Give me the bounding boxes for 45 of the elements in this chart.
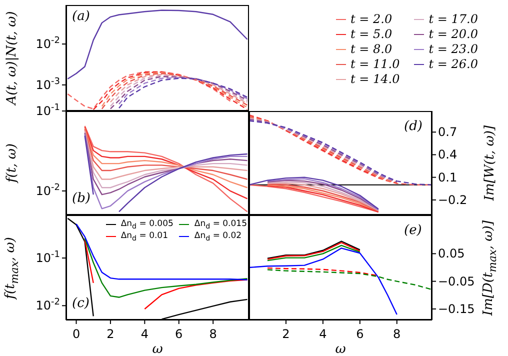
legend-label: Δn$_{d}$ = 0.01	[120, 230, 168, 242]
legend-label: t = 2.0	[350, 12, 392, 26]
y-axis-title: A(t, ω)|N(t, ω)	[4, 11, 20, 105]
x-tick-label: 4	[140, 327, 148, 341]
y-tick-label: 0.1	[438, 170, 458, 184]
legend-label: Δn$_{d}$ = 0.005	[120, 219, 174, 231]
y-tick-label: 10$^{-2}$	[36, 182, 60, 198]
legend-label: t = 20.0	[428, 27, 478, 41]
y-tick-label: −0.2	[438, 192, 468, 207]
x-tick-label: 2	[106, 327, 114, 341]
y-tick-label: 10$^{-2}$	[36, 36, 60, 52]
x-tick-label: 2	[282, 327, 290, 341]
annotation: (a)	[72, 9, 90, 24]
annotation: (c)	[72, 296, 90, 311]
annotation: (e)	[404, 223, 422, 238]
legend-label: t = 17.0	[428, 12, 478, 26]
y-tick-label: 0.05	[438, 246, 465, 261]
annotation: (d)	[404, 119, 422, 134]
y-tick-label: 0.7	[438, 125, 458, 140]
legend-label: Δn$_{d}$ = 0.015	[194, 219, 247, 231]
x-tick-label: 8	[393, 327, 401, 341]
annotation: (b)	[72, 191, 90, 206]
y-axis-title: Im[W(t, ω)]	[482, 125, 498, 201]
legend-label: t = 5.0	[350, 27, 392, 41]
legend-label: Δn$_{d}$ = 0.02	[194, 230, 242, 242]
y-tick-label: 10$^{-1}$	[36, 103, 60, 118]
y-tick-label: 0.4	[438, 148, 458, 162]
y-tick-label: −0.05	[438, 274, 475, 288]
y-tick-label: 10$^{-2}$	[36, 298, 60, 313]
legend-label: t = 26.0	[428, 57, 478, 71]
y-axis-title: f(t, ω)	[4, 143, 20, 183]
y-tick-label: 10$^{-1}$	[36, 250, 60, 266]
x-axis-title: ω	[152, 342, 163, 356]
y-tick-label: 10$^{-3}$	[36, 76, 60, 92]
legend-label: t = 14.0	[350, 72, 400, 86]
x-axis-title: ω	[335, 342, 346, 356]
legend-label: t = 23.0	[428, 42, 478, 56]
x-tick-label: 0	[72, 327, 80, 341]
x-tick-label: 4	[319, 327, 327, 341]
y-tick-label: −0.15	[438, 302, 475, 316]
x-tick-label: 8	[209, 327, 217, 341]
x-tick-label: 6	[175, 327, 183, 341]
legend-label: t = 8.0	[350, 42, 392, 56]
x-tick-label: 6	[356, 327, 364, 341]
legend-label: t = 11.0	[350, 57, 400, 71]
